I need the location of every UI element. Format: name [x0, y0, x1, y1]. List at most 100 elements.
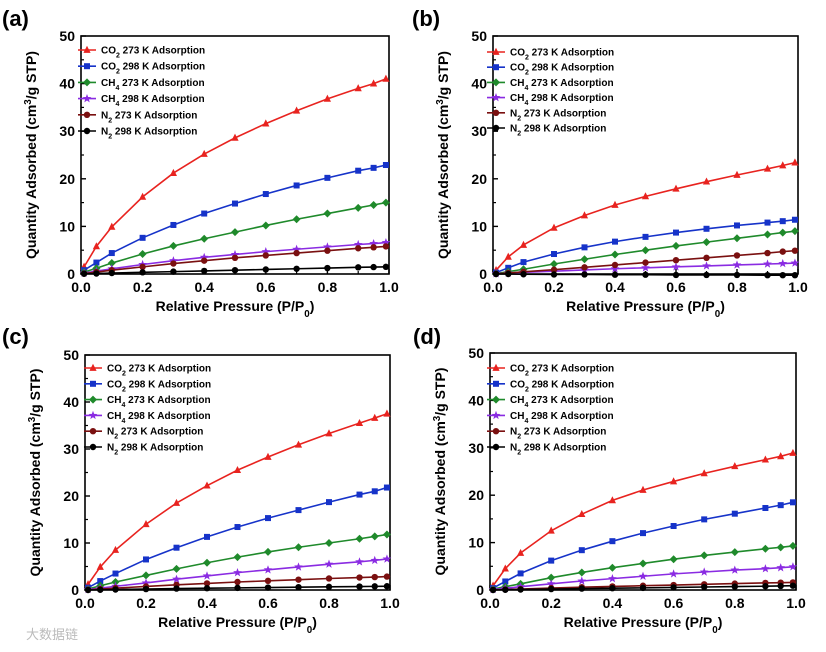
data-point	[262, 191, 269, 198]
data-point	[702, 238, 711, 247]
data-point	[370, 164, 377, 171]
data-point	[203, 580, 211, 587]
data-point	[383, 484, 390, 491]
y-tick-label: 30	[471, 123, 487, 139]
data-point	[791, 247, 799, 254]
data-point	[519, 240, 528, 248]
data-point	[639, 485, 647, 493]
data-point	[371, 413, 379, 421]
legend-label: CH4 273 K Adsorption	[510, 395, 614, 409]
data-point	[548, 585, 555, 593]
x-tick-label: 0.4	[197, 595, 217, 611]
data-point	[139, 234, 146, 241]
data-point	[355, 418, 364, 427]
data-point	[547, 526, 555, 534]
legend-label: CO2 273 K Adsorption	[510, 364, 614, 378]
y-tick-label: 20	[63, 488, 79, 504]
data-point	[169, 241, 178, 250]
data-point	[699, 567, 709, 576]
data-point	[325, 429, 333, 437]
legend-marker	[492, 395, 500, 404]
x-tick-label: 1.0	[788, 279, 808, 295]
legend-label: CO2 273 K Adsorption	[101, 46, 205, 60]
data-point	[788, 562, 798, 571]
x-tick-label: 0.4	[605, 279, 625, 295]
data-point	[172, 498, 181, 506]
data-point	[763, 259, 772, 268]
data-point	[733, 252, 741, 259]
data-point	[612, 238, 618, 245]
data-point	[84, 586, 92, 594]
legend-label: N2 298 K Adsorption	[107, 443, 203, 457]
legend-label: CH4 298 K Adsorption	[107, 411, 211, 425]
data-point	[763, 164, 772, 172]
data-point	[550, 271, 558, 278]
data-point	[577, 568, 586, 577]
data-point	[383, 409, 391, 417]
series-line	[83, 78, 387, 268]
data-point	[170, 268, 177, 275]
x-tick-label: 0.2	[136, 595, 156, 611]
legend-label: CO2 298 K Adsorption	[510, 63, 614, 77]
data-point	[492, 270, 500, 278]
series-2	[85, 484, 390, 591]
data-point	[263, 565, 273, 574]
y-tick-label: 10	[468, 535, 484, 551]
data-point	[234, 578, 241, 586]
data-point	[382, 243, 390, 250]
data-point	[234, 584, 241, 592]
data-point	[673, 229, 679, 236]
data-point	[97, 578, 104, 585]
legend-label: CH4 298 K Adsorption	[101, 94, 205, 108]
data-point	[789, 448, 797, 456]
data-point	[264, 577, 272, 585]
watermark: 大数据链	[26, 624, 78, 644]
data-point	[139, 192, 147, 200]
chart-panel-1: (a) 0.0 0.2 0.4 0.6 0.8 1.0 0 10 20 30 40 50 Relative…	[2, 6, 399, 320]
legend-label: CO2 273 K Adsorption	[107, 364, 211, 378]
data-point	[355, 534, 364, 543]
data-point	[382, 530, 391, 539]
data-point	[201, 267, 208, 275]
data-point	[732, 260, 742, 269]
y-tick-label: 20	[59, 171, 75, 187]
y-tick-label: 10	[471, 218, 487, 234]
data-point	[779, 248, 786, 255]
data-point	[642, 233, 649, 240]
data-point	[671, 262, 681, 271]
data-point	[381, 198, 390, 207]
legend-label: N2 273 K Adsorption	[107, 427, 203, 441]
data-point	[292, 244, 301, 253]
data-point	[731, 462, 739, 470]
data-point	[325, 583, 333, 591]
series-1	[492, 158, 799, 274]
y-tick-label: 10	[59, 218, 75, 234]
data-point	[791, 158, 799, 166]
data-point	[734, 222, 740, 229]
series-1	[489, 448, 797, 589]
x-tick-label: 0.6	[256, 279, 276, 295]
data-point	[293, 265, 300, 272]
legend-marker	[83, 127, 91, 135]
x-tick-label: 0.4	[194, 279, 214, 295]
chart-panel-4: (d) 0.0 0.2 0.4 0.6 0.8 1.0 0 10 20 30 40 50 Relative…	[413, 324, 806, 636]
data-point	[641, 192, 650, 200]
data-point	[702, 177, 711, 185]
data-point	[355, 167, 362, 174]
data-point	[641, 246, 650, 255]
data-point	[173, 585, 180, 592]
data-point	[789, 499, 796, 506]
data-point	[371, 573, 378, 581]
data-point	[142, 585, 150, 593]
legend-label: N2 298 K Adsorption	[510, 124, 606, 138]
legend-marker	[83, 111, 91, 119]
x-tick-label: 0.4	[603, 595, 623, 611]
data-point	[143, 556, 149, 563]
data-point	[788, 541, 797, 550]
legend-marker	[89, 428, 97, 435]
data-point	[355, 264, 362, 271]
data-point	[204, 533, 210, 540]
x-tick-label: 1.0	[380, 595, 400, 611]
data-point	[608, 496, 616, 504]
